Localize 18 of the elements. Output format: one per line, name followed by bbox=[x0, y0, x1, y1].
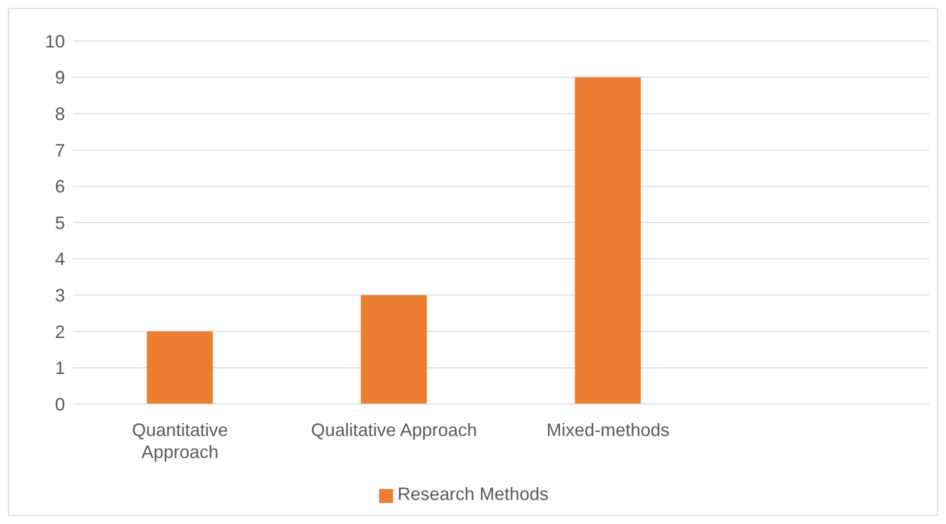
bar bbox=[574, 77, 641, 404]
y-tick-label: 8 bbox=[54, 104, 65, 124]
bar bbox=[360, 295, 427, 404]
x-tick-label: Qualitative Approach bbox=[310, 420, 478, 440]
bar bbox=[146, 331, 213, 404]
x-tick-label: Quantitative Approach bbox=[132, 420, 228, 462]
y-tick-label: 10 bbox=[44, 31, 65, 52]
y-tick-label: 7 bbox=[54, 140, 65, 160]
y-tick-label: 6 bbox=[54, 176, 65, 197]
x-tick-label: Mixed-methods bbox=[546, 420, 670, 440]
y-tick-label: 1 bbox=[54, 358, 65, 378]
y-tick-label: 2 bbox=[54, 322, 65, 342]
y-tick-label: 5 bbox=[54, 212, 65, 233]
legend-label: Research Methods bbox=[397, 484, 549, 504]
y-tick-label: 9 bbox=[54, 68, 65, 88]
y-tick-label: 4 bbox=[54, 249, 65, 270]
y-tick-label: 0 bbox=[54, 394, 65, 414]
y-tick-label: 3 bbox=[54, 285, 65, 306]
